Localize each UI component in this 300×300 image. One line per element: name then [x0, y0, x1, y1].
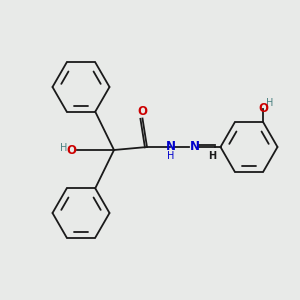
Text: O: O	[258, 102, 268, 115]
Text: N: N	[166, 140, 176, 154]
Text: H: H	[266, 98, 274, 108]
Text: H: H	[208, 151, 216, 161]
Text: H: H	[60, 143, 68, 153]
Text: O: O	[137, 105, 148, 119]
Text: H: H	[167, 151, 175, 161]
Text: O: O	[67, 144, 77, 157]
Text: N: N	[190, 140, 200, 154]
